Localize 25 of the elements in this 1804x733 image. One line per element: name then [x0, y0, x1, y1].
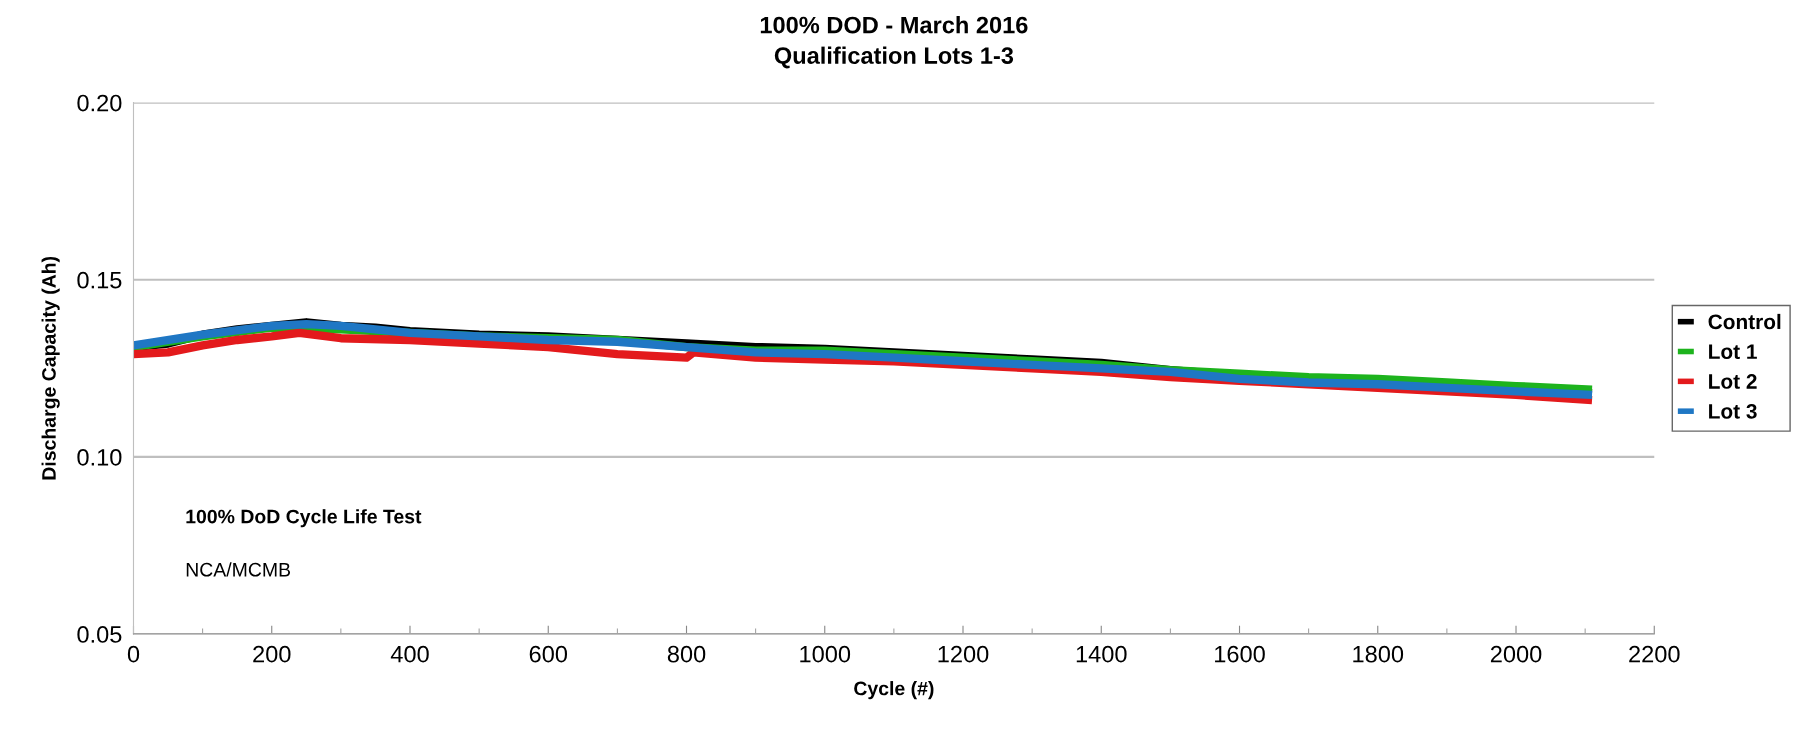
legend-label: Lot 2: [1709, 374, 1757, 389]
x-tick-label: 400: [390, 645, 429, 663]
chart-title: 100% DOD - March 2016 Qualification Lots 1-3: [760, 16, 1028, 69]
y-tick-label: 0.05: [77, 626, 122, 643]
x-tick-label: 2000: [1490, 645, 1542, 663]
y-tick-label: 0.20: [77, 94, 122, 112]
x-tick-label: 1400: [1076, 645, 1127, 663]
x-tick-label: 1000: [800, 645, 851, 663]
x-tick-label: 800: [667, 645, 706, 663]
x-tick-label: 1200: [938, 645, 989, 663]
legend-label: Lot 3: [1709, 403, 1757, 419]
x-tick-label: 2200: [1629, 645, 1680, 663]
x-tick-label: 1600: [1215, 645, 1265, 663]
legend-label: Control: [1708, 313, 1781, 330]
y-axis-title: Discharge Capacity (Ah): [41, 256, 60, 480]
x-axis-title: Cycle (#): [854, 681, 934, 700]
annotation: 100% DoD Cycle Life Test: [186, 509, 422, 528]
x-tick-label: 600: [529, 645, 568, 663]
y-tick-label: 0.15: [77, 271, 122, 289]
annotation: NCA/MCMB: [186, 562, 291, 577]
x-tick-label: 1800: [1353, 645, 1404, 663]
x-tick-label: 0: [127, 645, 140, 663]
legend-label: Lot 1: [1709, 344, 1757, 360]
y-tick-label: 0.10: [77, 448, 122, 466]
x-tick-label: 200: [253, 645, 291, 663]
